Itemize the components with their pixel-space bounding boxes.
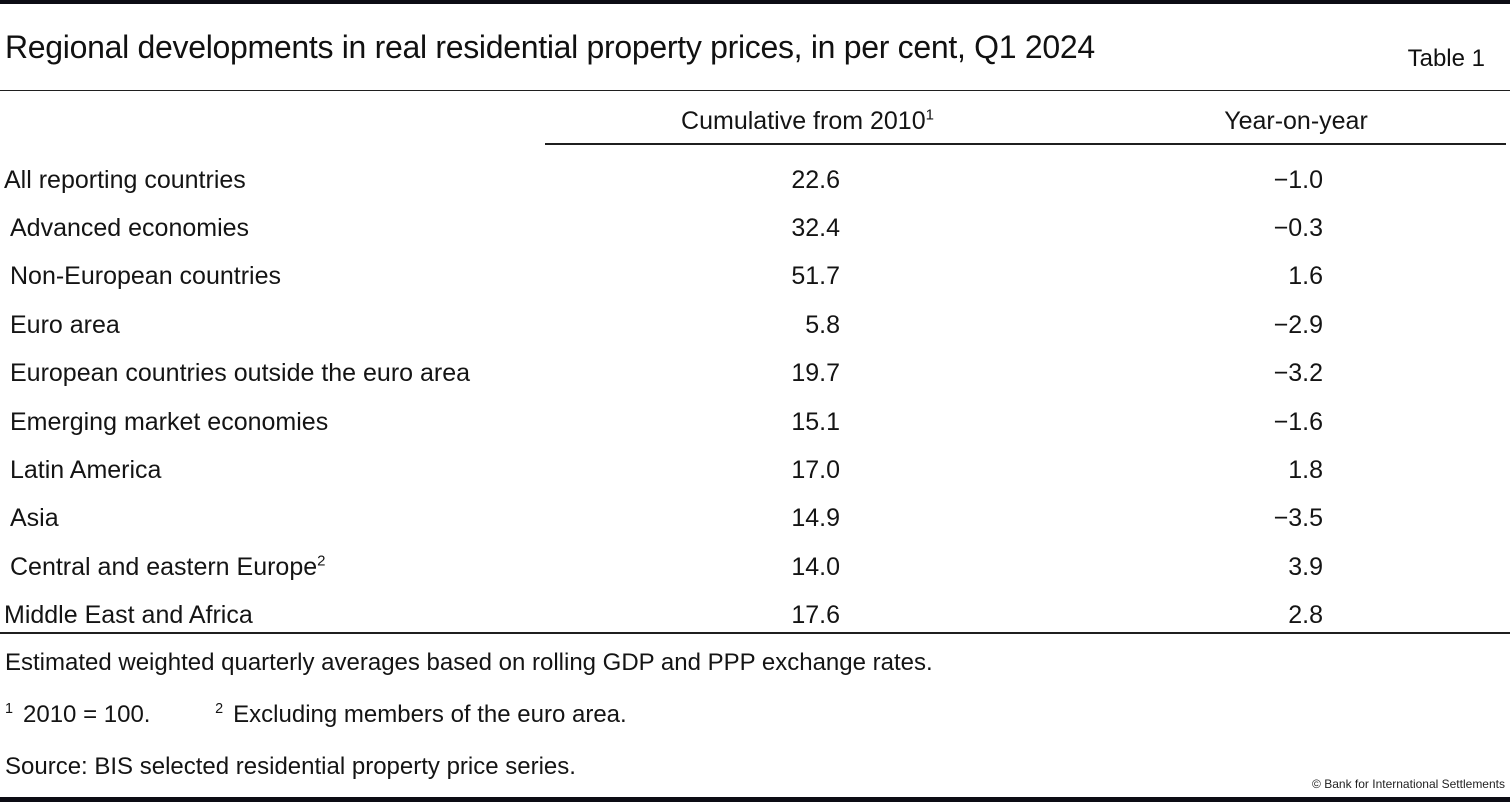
- footnote-1-text: 2010 = 100.: [23, 701, 151, 728]
- cumulative-value: 17.6: [791, 601, 840, 630]
- yoy-value: 3.9: [1288, 552, 1323, 581]
- table-bottom-divider: [0, 632, 1510, 634]
- table-row: Non-European countries 51.7 1.6: [0, 253, 1510, 301]
- cumulative-value: 22.6: [791, 165, 840, 194]
- row-label: European countries outside the euro area: [0, 359, 545, 388]
- footnote-marker-1: 1: [925, 106, 934, 124]
- column-header-yoy: Year-on-year: [1080, 104, 1510, 138]
- table-row: Latin America 17.0 1.8: [0, 446, 1510, 494]
- yoy-value: −0.3: [1273, 214, 1323, 243]
- column-header-text: Year-on-year: [1224, 107, 1368, 135]
- table-row: Advanced economies 32.4 −0.3: [0, 204, 1510, 252]
- yoy-value: −2.9: [1273, 310, 1323, 339]
- yoy-value: 1.8: [1288, 456, 1323, 485]
- table-row: Emerging market economies 15.1 −1.6: [0, 398, 1510, 446]
- row-label-text: Middle East and Africa: [4, 601, 253, 630]
- row-label-text: Non-European countries: [10, 262, 281, 291]
- footnotes: 1 2010 = 100. 2 Excluding members of the e…: [5, 700, 627, 730]
- column-header-cumulative: Cumulative from 20101: [545, 104, 1070, 138]
- table-row: Euro area 5.8 −2.9: [0, 301, 1510, 349]
- cumulative-value: 19.7: [791, 359, 840, 388]
- footnote-2-marker: 2: [215, 701, 224, 717]
- yoy-value: 2.8: [1288, 601, 1323, 630]
- row-label: Non-European countries: [0, 262, 545, 291]
- header-divider: [545, 143, 1506, 145]
- table-row: Asia 14.9 −3.5: [0, 495, 1510, 543]
- row-label: Advanced economies: [0, 214, 545, 243]
- cumulative-value: 32.4: [791, 214, 840, 243]
- table-row: Central and eastern Europe2 14.0 3.9: [0, 543, 1510, 591]
- footnote-marker: 2: [317, 552, 326, 570]
- row-label-text: European countries outside the euro area: [10, 359, 471, 388]
- yoy-value: −1.0: [1273, 165, 1323, 194]
- row-label-text: Latin America: [10, 456, 162, 485]
- row-label: Middle East and Africa: [0, 601, 545, 630]
- row-label: All reporting countries: [0, 166, 545, 195]
- copyright-notice: © Bank for International Settlements: [1312, 777, 1505, 791]
- yoy-value: 1.6: [1288, 262, 1323, 291]
- top-border-bar: [0, 0, 1510, 4]
- bottom-border-bar: [0, 797, 1510, 802]
- table-note: Estimated weighted quarterly averages ba…: [5, 649, 933, 676]
- row-label-text: Asia: [10, 504, 59, 533]
- table-body: All reporting countries 22.6 −1.0 Advanc…: [0, 156, 1510, 640]
- row-label-text: Central and eastern Europe: [10, 552, 318, 581]
- table-row: All reporting countries 22.6 −1.0: [0, 156, 1510, 204]
- title-divider: [0, 90, 1510, 91]
- row-label-text: Emerging market economies: [10, 407, 329, 436]
- yoy-value: −3.5: [1273, 504, 1323, 533]
- table-row: European countries outside the euro area…: [0, 350, 1510, 398]
- footnote-2: 2 Excluding members of the euro area.: [215, 701, 627, 728]
- yoy-value: −3.2: [1273, 359, 1323, 388]
- cumulative-value: 17.0: [791, 456, 840, 485]
- yoy-value: −1.6: [1273, 407, 1323, 436]
- cumulative-value: 15.1: [791, 407, 840, 436]
- column-header-text: Cumulative from 2010: [681, 107, 926, 135]
- row-label-text: Euro area: [10, 310, 120, 339]
- row-label: Central and eastern Europe2: [0, 553, 545, 582]
- source-line: Source: BIS selected residential propert…: [5, 753, 576, 780]
- row-label-text: All reporting countries: [4, 165, 246, 194]
- cumulative-value: 5.8: [805, 310, 840, 339]
- footnote-2-text: Excluding members of the euro area.: [233, 701, 627, 728]
- row-label: Euro area: [0, 311, 545, 340]
- row-label: Asia: [0, 504, 545, 533]
- footnote-1-marker: 1: [5, 701, 14, 717]
- table-number-label: Table 1: [1407, 45, 1485, 72]
- cumulative-value: 51.7: [791, 262, 840, 291]
- table-row: Middle East and Africa 17.6 2.8: [0, 592, 1510, 640]
- row-label-text: Advanced economies: [10, 214, 250, 243]
- cumulative-value: 14.9: [791, 504, 840, 533]
- row-label: Emerging market economies: [0, 408, 545, 437]
- row-label: Latin America: [0, 456, 545, 485]
- cumulative-value: 14.0: [791, 552, 840, 581]
- page-title: Regional developments in real residentia…: [5, 29, 1095, 65]
- footnote-1: 1 2010 = 100.: [5, 701, 150, 728]
